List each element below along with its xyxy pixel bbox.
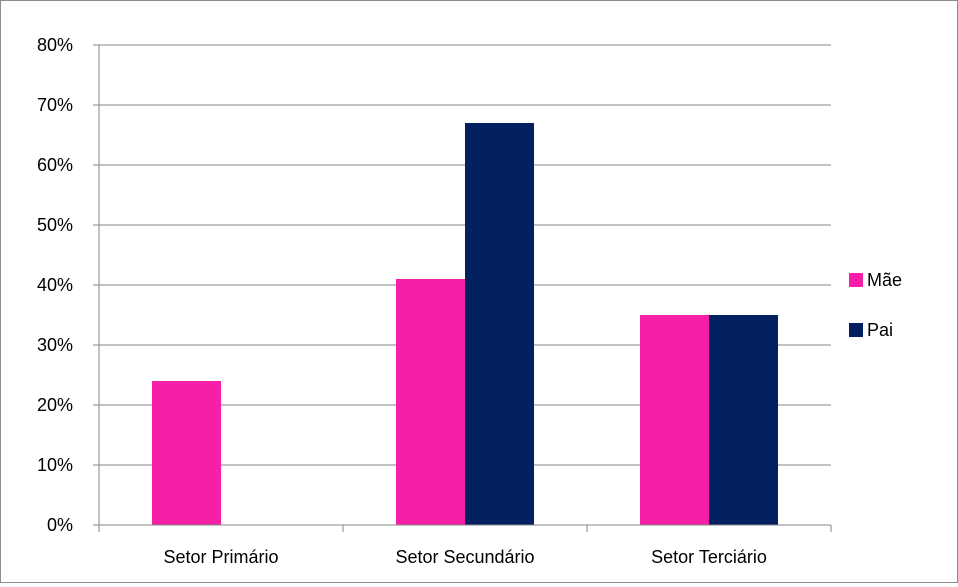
y-tick-label: 40% xyxy=(37,275,73,295)
bar xyxy=(396,279,465,525)
x-tick-labels: Setor Primário Setor Secundário Setor Terc… xyxy=(163,547,766,567)
y-tick-label: 70% xyxy=(37,95,73,115)
y-tick-label: 50% xyxy=(37,215,73,235)
legend-swatch xyxy=(849,273,863,287)
x-tick-label: Setor Primário xyxy=(163,547,278,567)
bar xyxy=(709,315,778,525)
x-tick-label: Setor Secundário xyxy=(395,547,534,567)
bar xyxy=(640,315,709,525)
y-tick-label: 20% xyxy=(37,395,73,415)
legend-label: Mãe xyxy=(867,270,902,290)
x-tick-label: Setor Terciário xyxy=(651,547,767,567)
y-tick-label: 80% xyxy=(37,35,73,55)
axes xyxy=(93,44,832,532)
y-tick-label: 60% xyxy=(37,155,73,175)
bars xyxy=(152,123,778,525)
legend-label: Pai xyxy=(867,320,893,340)
legend-swatch xyxy=(849,323,863,337)
bar xyxy=(152,381,221,525)
y-tick-label: 30% xyxy=(37,335,73,355)
y-tick-label: 10% xyxy=(37,455,73,475)
bar xyxy=(465,123,534,525)
y-tick-labels: 0% 10% 20% 30% 40% 50% 60% 70% 80% xyxy=(37,35,73,535)
legend: Mãe Pai xyxy=(849,270,902,340)
y-tick-label: 0% xyxy=(47,515,73,535)
